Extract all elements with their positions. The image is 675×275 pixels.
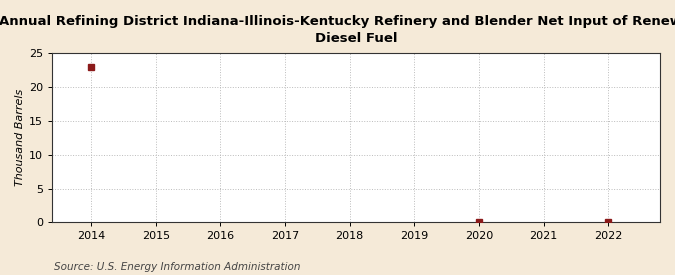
Title: Annual Refining District Indiana-Illinois-Kentucky Refinery and Blender Net Inpu: Annual Refining District Indiana-Illinoi… [0, 15, 675, 45]
Text: Source: U.S. Energy Information Administration: Source: U.S. Energy Information Administ… [54, 262, 300, 272]
Y-axis label: Thousand Barrels: Thousand Barrels [15, 89, 25, 186]
